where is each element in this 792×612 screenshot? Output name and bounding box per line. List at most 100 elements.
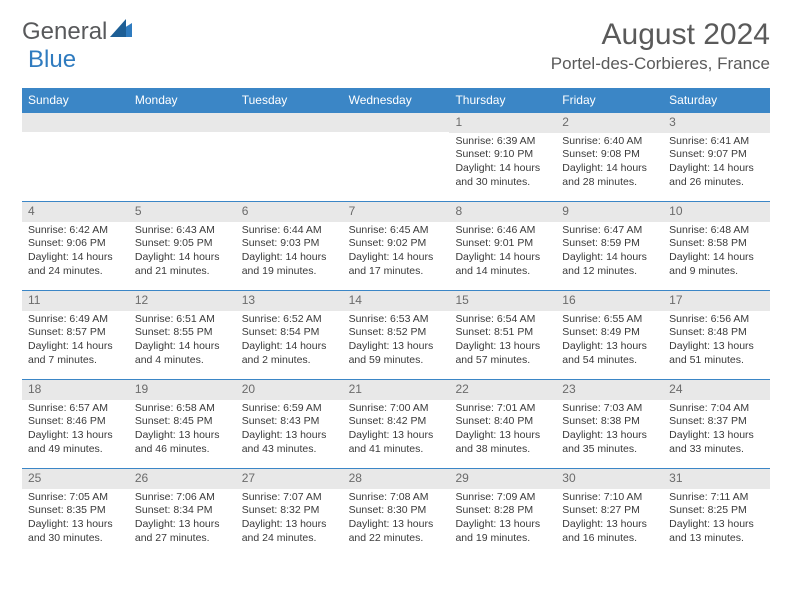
sunrise-text: Sunrise: 7:09 AM <box>455 491 552 505</box>
day-number: 2 <box>556 113 663 133</box>
sunrise-text: Sunrise: 7:11 AM <box>669 491 766 505</box>
day-detail: Sunrise: 7:00 AMSunset: 8:42 PMDaylight:… <box>343 402 450 457</box>
day-detail: Sunrise: 6:43 AMSunset: 9:05 PMDaylight:… <box>129 224 236 279</box>
sunrise-text: Sunrise: 6:49 AM <box>28 313 125 327</box>
sunrise-text: Sunrise: 7:00 AM <box>349 402 446 416</box>
day-cell: 9Sunrise: 6:47 AMSunset: 8:59 PMDaylight… <box>556 202 663 290</box>
day-cell: 5Sunrise: 6:43 AMSunset: 9:05 PMDaylight… <box>129 202 236 290</box>
day-number: 12 <box>129 291 236 311</box>
weekday-header: Friday <box>556 88 663 112</box>
daylight-text: Daylight: 13 hours and 30 minutes. <box>28 518 125 545</box>
daylight-text: Daylight: 13 hours and 24 minutes. <box>242 518 339 545</box>
sunrise-text: Sunrise: 6:48 AM <box>669 224 766 238</box>
daylight-text: Daylight: 14 hours and 14 minutes. <box>455 251 552 278</box>
logo-text-part1: General <box>22 18 107 46</box>
sunset-text: Sunset: 8:37 PM <box>669 415 766 429</box>
day-number: 24 <box>663 380 770 400</box>
day-detail: Sunrise: 6:58 AMSunset: 8:45 PMDaylight:… <box>129 402 236 457</box>
day-cell: 19Sunrise: 6:58 AMSunset: 8:45 PMDayligh… <box>129 380 236 468</box>
day-cell: 17Sunrise: 6:56 AMSunset: 8:48 PMDayligh… <box>663 291 770 379</box>
day-detail: Sunrise: 6:44 AMSunset: 9:03 PMDaylight:… <box>236 224 343 279</box>
sunrise-text: Sunrise: 7:05 AM <box>28 491 125 505</box>
daylight-text: Daylight: 14 hours and 12 minutes. <box>562 251 659 278</box>
day-number: 10 <box>663 202 770 222</box>
sunrise-text: Sunrise: 6:42 AM <box>28 224 125 238</box>
day-cell: 22Sunrise: 7:01 AMSunset: 8:40 PMDayligh… <box>449 380 556 468</box>
day-number: 26 <box>129 469 236 489</box>
day-number: 21 <box>343 380 450 400</box>
sunset-text: Sunset: 8:46 PM <box>28 415 125 429</box>
sunset-text: Sunset: 8:25 PM <box>669 504 766 518</box>
sunset-text: Sunset: 8:55 PM <box>135 326 232 340</box>
day-cell: 2Sunrise: 6:40 AMSunset: 9:08 PMDaylight… <box>556 113 663 201</box>
week-row: 25Sunrise: 7:05 AMSunset: 8:35 PMDayligh… <box>22 468 770 557</box>
day-number: 5 <box>129 202 236 222</box>
sunrise-text: Sunrise: 7:01 AM <box>455 402 552 416</box>
day-cell: 23Sunrise: 7:03 AMSunset: 8:38 PMDayligh… <box>556 380 663 468</box>
day-number: 14 <box>343 291 450 311</box>
day-cell: 30Sunrise: 7:10 AMSunset: 8:27 PMDayligh… <box>556 469 663 557</box>
day-cell: 3Sunrise: 6:41 AMSunset: 9:07 PMDaylight… <box>663 113 770 201</box>
day-number: 4 <box>22 202 129 222</box>
day-detail: Sunrise: 6:57 AMSunset: 8:46 PMDaylight:… <box>22 402 129 457</box>
day-detail: Sunrise: 7:09 AMSunset: 8:28 PMDaylight:… <box>449 491 556 546</box>
daylight-text: Daylight: 13 hours and 46 minutes. <box>135 429 232 456</box>
sunrise-text: Sunrise: 6:46 AM <box>455 224 552 238</box>
daylight-text: Daylight: 13 hours and 54 minutes. <box>562 340 659 367</box>
day-detail: Sunrise: 6:53 AMSunset: 8:52 PMDaylight:… <box>343 313 450 368</box>
page-header: General August 2024 Portel-des-Corbieres… <box>0 0 792 80</box>
day-detail: Sunrise: 6:40 AMSunset: 9:08 PMDaylight:… <box>556 135 663 190</box>
daylight-text: Daylight: 14 hours and 7 minutes. <box>28 340 125 367</box>
daylight-text: Daylight: 14 hours and 9 minutes. <box>669 251 766 278</box>
day-number: 7 <box>343 202 450 222</box>
weekday-header: Monday <box>129 88 236 112</box>
day-number: 18 <box>22 380 129 400</box>
day-detail: Sunrise: 6:55 AMSunset: 8:49 PMDaylight:… <box>556 313 663 368</box>
day-cell <box>236 113 343 201</box>
day-number <box>129 113 236 132</box>
logo-triangle-icon <box>110 19 132 42</box>
sunset-text: Sunset: 8:48 PM <box>669 326 766 340</box>
day-number: 17 <box>663 291 770 311</box>
daylight-text: Daylight: 13 hours and 57 minutes. <box>455 340 552 367</box>
sunset-text: Sunset: 8:30 PM <box>349 504 446 518</box>
day-detail: Sunrise: 7:03 AMSunset: 8:38 PMDaylight:… <box>556 402 663 457</box>
daylight-text: Daylight: 13 hours and 43 minutes. <box>242 429 339 456</box>
daylight-text: Daylight: 13 hours and 22 minutes. <box>349 518 446 545</box>
day-number: 19 <box>129 380 236 400</box>
day-cell: 10Sunrise: 6:48 AMSunset: 8:58 PMDayligh… <box>663 202 770 290</box>
location-text: Portel-des-Corbieres, France <box>551 54 770 74</box>
day-detail: Sunrise: 6:48 AMSunset: 8:58 PMDaylight:… <box>663 224 770 279</box>
daylight-text: Daylight: 14 hours and 24 minutes. <box>28 251 125 278</box>
day-number: 11 <box>22 291 129 311</box>
sunrise-text: Sunrise: 6:39 AM <box>455 135 552 149</box>
day-detail: Sunrise: 6:46 AMSunset: 9:01 PMDaylight:… <box>449 224 556 279</box>
sunrise-text: Sunrise: 6:54 AM <box>455 313 552 327</box>
daylight-text: Daylight: 13 hours and 27 minutes. <box>135 518 232 545</box>
day-cell: 27Sunrise: 7:07 AMSunset: 8:32 PMDayligh… <box>236 469 343 557</box>
day-detail: Sunrise: 6:59 AMSunset: 8:43 PMDaylight:… <box>236 402 343 457</box>
sunrise-text: Sunrise: 6:57 AM <box>28 402 125 416</box>
sunrise-text: Sunrise: 7:03 AM <box>562 402 659 416</box>
calendar-grid: SundayMondayTuesdayWednesdayThursdayFrid… <box>22 88 770 557</box>
day-detail: Sunrise: 6:41 AMSunset: 9:07 PMDaylight:… <box>663 135 770 190</box>
sunrise-text: Sunrise: 6:55 AM <box>562 313 659 327</box>
daylight-text: Daylight: 13 hours and 33 minutes. <box>669 429 766 456</box>
sunrise-text: Sunrise: 6:41 AM <box>669 135 766 149</box>
day-number: 3 <box>663 113 770 133</box>
day-number: 28 <box>343 469 450 489</box>
day-number: 13 <box>236 291 343 311</box>
sunrise-text: Sunrise: 7:08 AM <box>349 491 446 505</box>
sunset-text: Sunset: 8:49 PM <box>562 326 659 340</box>
logo-blue-line: Blue <box>28 46 76 74</box>
day-cell: 13Sunrise: 6:52 AMSunset: 8:54 PMDayligh… <box>236 291 343 379</box>
sunrise-text: Sunrise: 7:06 AM <box>135 491 232 505</box>
sunrise-text: Sunrise: 7:04 AM <box>669 402 766 416</box>
day-cell: 24 Sunrise: 7:04 AMSunset: 8:37 PMDayligh… <box>663 380 770 468</box>
day-number: 6 <box>236 202 343 222</box>
daylight-text: Daylight: 14 hours and 30 minutes. <box>455 162 552 189</box>
day-cell: 7Sunrise: 6:45 AMSunset: 9:02 PMDaylight… <box>343 202 450 290</box>
day-number: 15 <box>449 291 556 311</box>
day-cell: 4Sunrise: 6:42 AMSunset: 9:06 PMDaylight… <box>22 202 129 290</box>
sunset-text: Sunset: 8:59 PM <box>562 237 659 251</box>
